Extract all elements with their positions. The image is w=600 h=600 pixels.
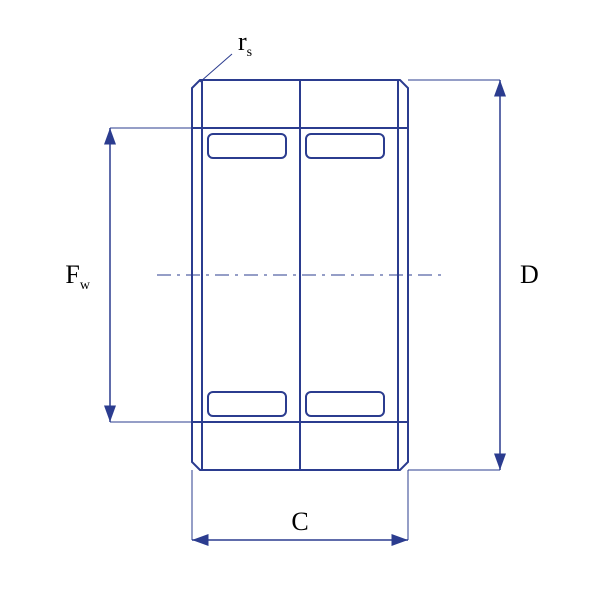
label-d: D	[520, 260, 539, 289]
label-c: C	[291, 507, 308, 536]
label-rs: rs	[238, 27, 252, 60]
bearing-cross-section-diagram: Fw D Crs	[0, 0, 600, 600]
label-fw: Fw	[65, 260, 90, 293]
dimension-annotations: Fw D Crs	[65, 27, 538, 540]
